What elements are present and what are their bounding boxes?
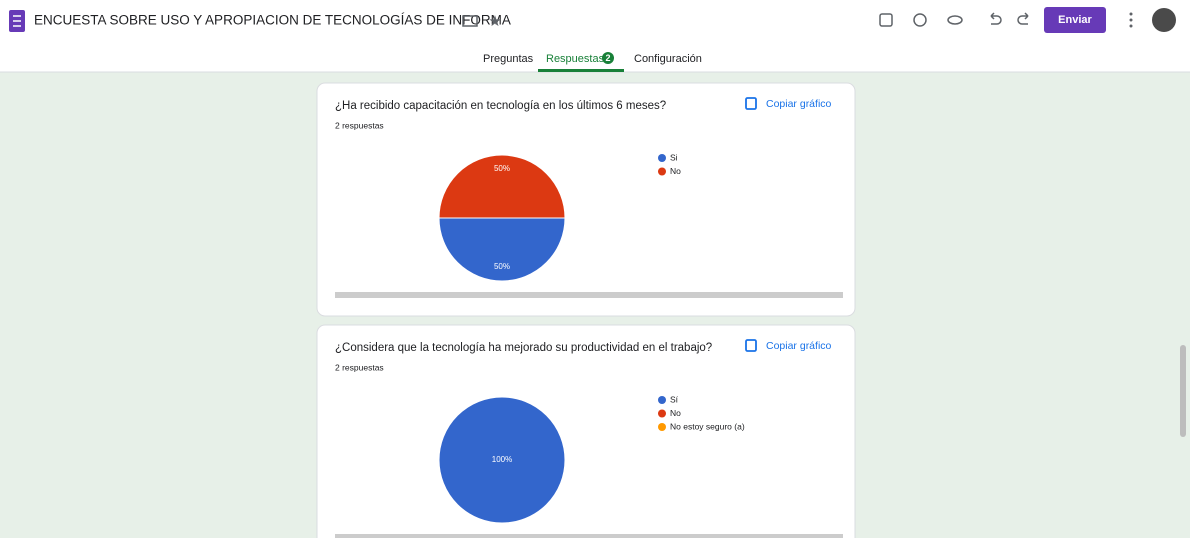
question-title: ¿Ha recibido capacitación en tecnología … [335, 100, 666, 112]
legend-label: Si [670, 152, 678, 162]
legend-swatch [658, 168, 666, 176]
scrollbar[interactable] [1180, 345, 1186, 437]
legend-swatch [658, 410, 666, 418]
legend-label: No [670, 408, 681, 418]
tab-label[interactable]: Configuración [634, 53, 702, 65]
response-count: 2 respuestas [335, 120, 384, 130]
response-count: 2 respuestas [335, 362, 384, 372]
legend-label: No [670, 166, 681, 176]
legend-swatch [658, 396, 666, 404]
avatar[interactable] [1152, 8, 1176, 32]
star-icon[interactable]: ★ [488, 13, 501, 30]
tab-badge-count: 2 [605, 53, 610, 63]
scroll-track [335, 534, 843, 538]
copy-chart-button[interactable]: Copiar gráfico [766, 98, 832, 110]
tab-underline [538, 69, 624, 72]
scroll-track [335, 292, 843, 298]
question-title: ¿Considera que la tecnología ha mejorado… [335, 342, 712, 354]
legend-swatch [658, 423, 666, 431]
tab-label[interactable]: Preguntas [483, 53, 534, 65]
legend-label: No estoy seguro (a) [670, 421, 745, 431]
screen: ENCUESTA SOBRE USO Y APROPIACION DE TECN… [0, 0, 1190, 538]
tab-label[interactable]: Respuestas [546, 53, 605, 65]
legend-label: Sí [670, 394, 679, 404]
slice-label: 50% [494, 164, 510, 173]
response-card [317, 325, 855, 538]
send-button-label[interactable]: Enviar [1058, 14, 1092, 26]
form-title[interactable]: ENCUESTA SOBRE USO Y APROPIACION DE TECN… [34, 13, 511, 28]
more-icon[interactable] [1130, 13, 1133, 28]
legend-swatch [658, 154, 666, 162]
copy-chart-button[interactable]: Copiar gráfico [766, 340, 832, 352]
slice-label: 100% [492, 455, 512, 464]
slice-label: 50% [494, 262, 510, 271]
response-card [317, 83, 855, 316]
